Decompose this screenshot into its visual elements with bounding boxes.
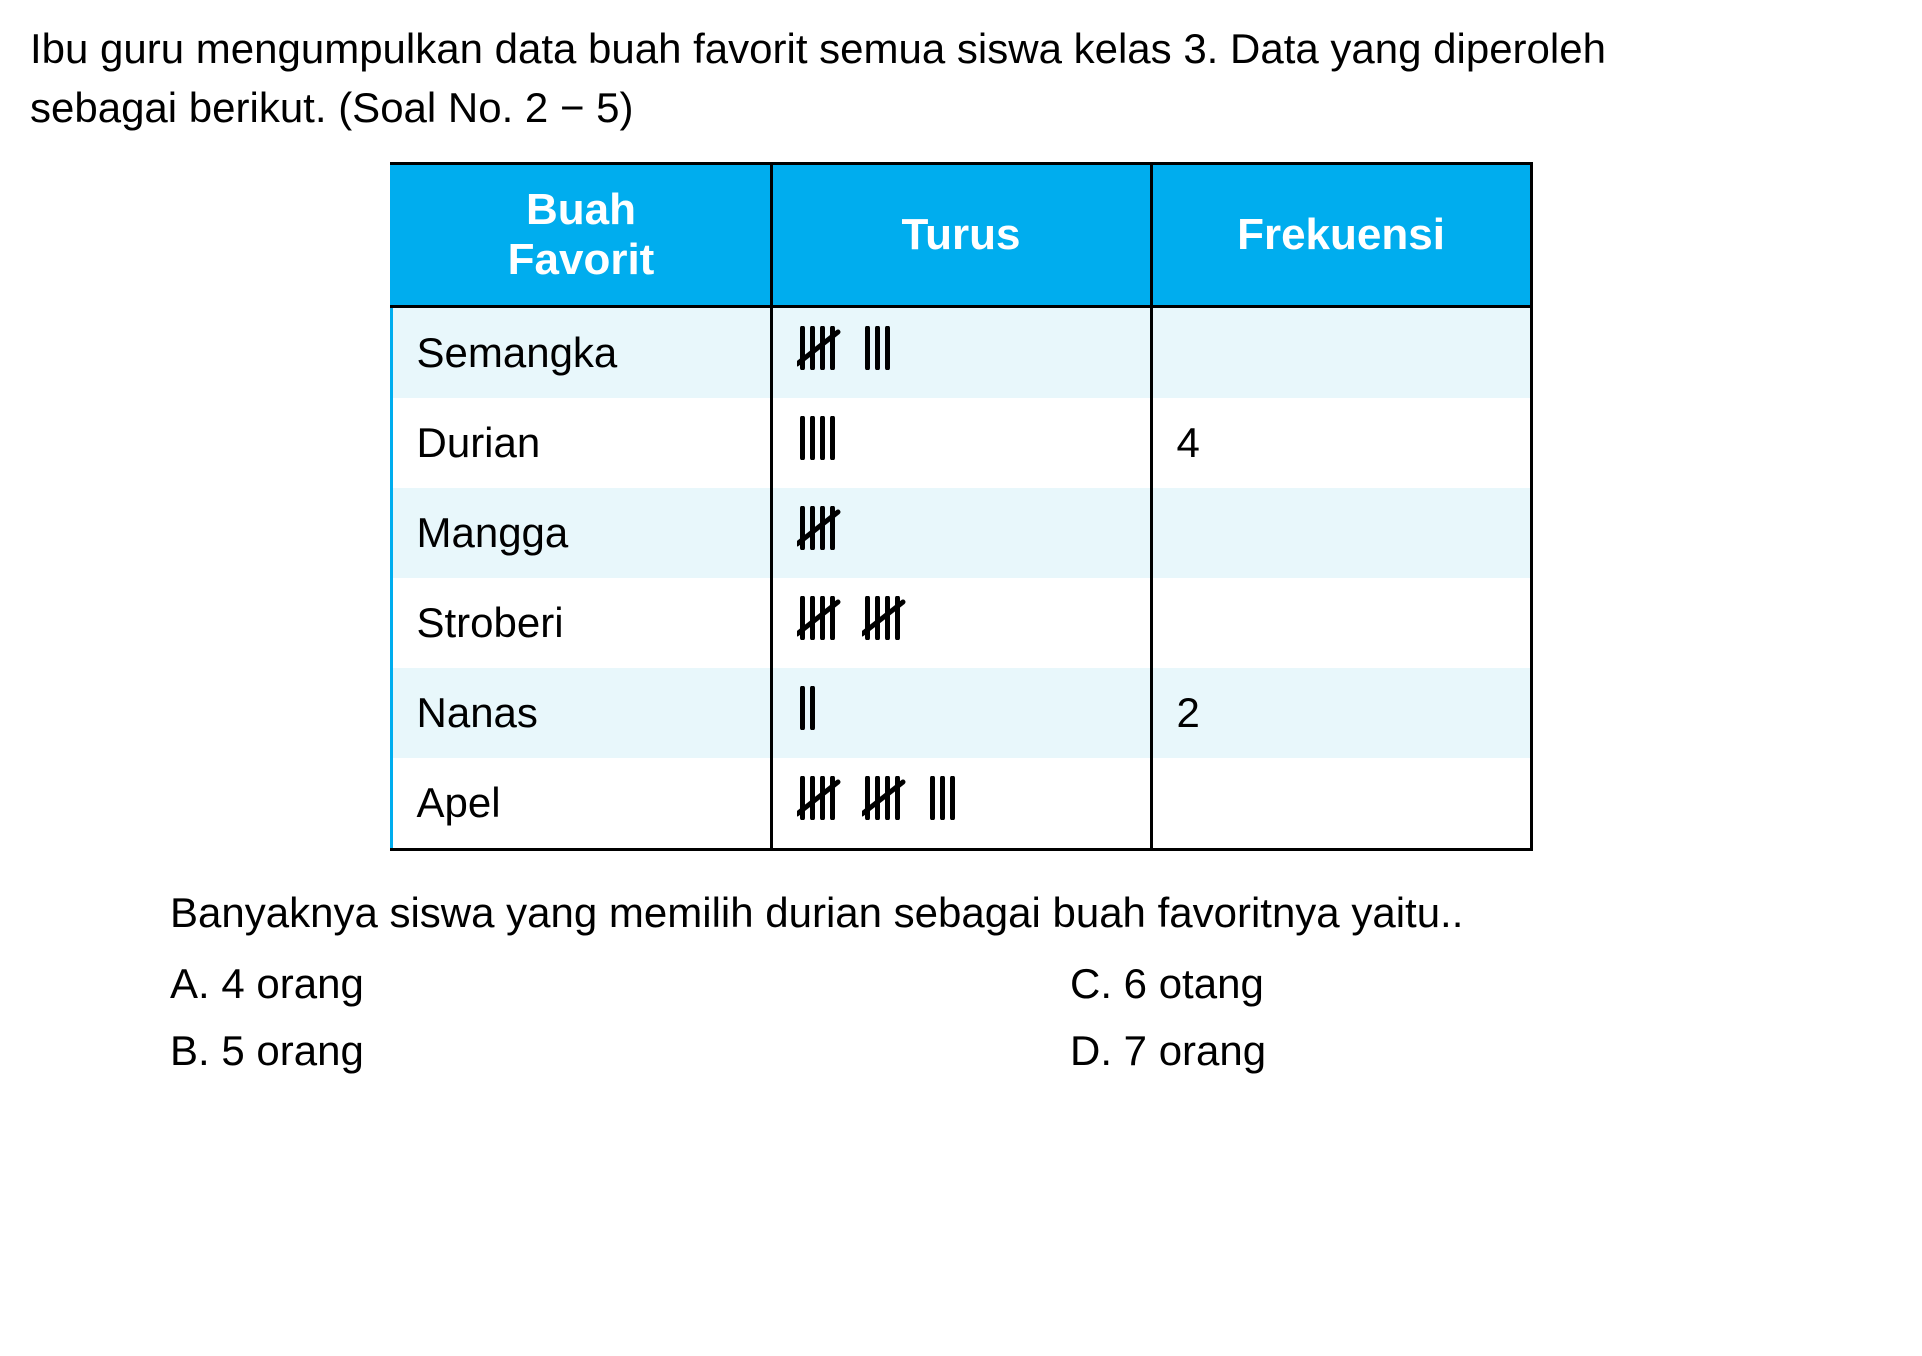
- tally-group-icon: [862, 326, 897, 380]
- cell-turus: [771, 398, 1151, 488]
- option-c: C. 6 otang: [1070, 952, 1266, 1015]
- cell-frekuensi: 4: [1151, 398, 1531, 488]
- cell-buah: Durian: [391, 398, 771, 488]
- cell-turus: [771, 306, 1151, 398]
- cell-turus: [771, 578, 1151, 668]
- intro-text: Ibu guru mengumpulkan data buah favorit …: [30, 20, 1892, 138]
- cell-buah: Mangga: [391, 488, 771, 578]
- tally-group-icon: [927, 776, 962, 830]
- tally-marks: [797, 776, 1126, 830]
- table-row: Mangga: [391, 488, 1531, 578]
- tally-marks: [797, 686, 1126, 740]
- tally-group-icon: [797, 326, 848, 380]
- options-left: A. 4 orang B. 5 orang: [170, 952, 1070, 1086]
- tally-marks: [797, 416, 1126, 470]
- table-row: Semangka: [391, 306, 1531, 398]
- header-turus: Turus: [771, 163, 1151, 306]
- tally-marks: [797, 596, 1126, 650]
- question-block: Banyaknya siswa yang memilih durian seba…: [30, 881, 1892, 1086]
- cell-buah: Semangka: [391, 306, 771, 398]
- option-b: B. 5 orang: [170, 1019, 1070, 1082]
- option-a: A. 4 orang: [170, 952, 1070, 1015]
- tally-group-icon: [797, 506, 848, 560]
- header-buah: Buah Favorit: [391, 163, 771, 306]
- tally-marks: [797, 326, 1126, 380]
- tally-marks: [797, 506, 1126, 560]
- tally-group-icon: [797, 416, 842, 470]
- cell-turus: [771, 488, 1151, 578]
- tally-group-icon: [862, 596, 913, 650]
- cell-buah: Nanas: [391, 668, 771, 758]
- cell-frekuensi: [1151, 758, 1531, 850]
- table-row: Durian 4: [391, 398, 1531, 488]
- header-frekuensi: Frekuensi: [1151, 163, 1531, 306]
- tally-group-icon: [862, 776, 913, 830]
- options: A. 4 orang B. 5 orang C. 6 otang D. 7 or…: [170, 952, 1892, 1086]
- tally-group-icon: [797, 686, 822, 740]
- cell-frekuensi: 2: [1151, 668, 1531, 758]
- cell-buah: Stroberi: [391, 578, 771, 668]
- table-header-row: Buah Favorit Turus Frekuensi: [391, 163, 1531, 306]
- cell-buah: Apel: [391, 758, 771, 850]
- cell-turus: [771, 668, 1151, 758]
- table-row: Stroberi: [391, 578, 1531, 668]
- cell-frekuensi: [1151, 488, 1531, 578]
- table-row: Nanas 2: [391, 668, 1531, 758]
- intro-line2: sebagai berikut. (Soal No. 2 − 5): [30, 84, 634, 131]
- table-row: Apel: [391, 758, 1531, 850]
- table-container: Buah Favorit Turus Frekuensi SemangkaDur…: [30, 162, 1892, 851]
- cell-turus: [771, 758, 1151, 850]
- question-text: Banyaknya siswa yang memilih durian seba…: [170, 881, 1892, 944]
- intro-line1: Ibu guru mengumpulkan data buah favorit …: [30, 25, 1606, 72]
- cell-frekuensi: [1151, 578, 1531, 668]
- options-right: C. 6 otang D. 7 orang: [1070, 952, 1266, 1086]
- tally-group-icon: [797, 776, 848, 830]
- fruit-table: Buah Favorit Turus Frekuensi SemangkaDur…: [390, 162, 1533, 851]
- table-body: SemangkaDurian 4 ManggaStroberiNanas 2 Apel: [391, 306, 1531, 849]
- tally-group-icon: [797, 596, 848, 650]
- cell-frekuensi: [1151, 306, 1531, 398]
- option-d: D. 7 orang: [1070, 1019, 1266, 1082]
